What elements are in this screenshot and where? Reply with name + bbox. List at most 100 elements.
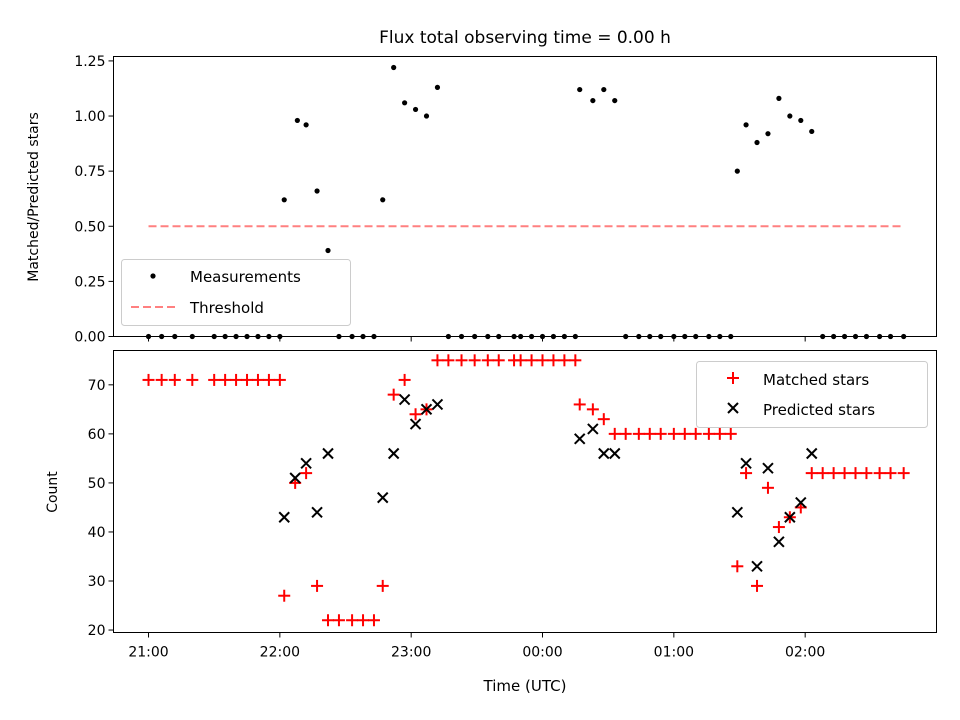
matched-star-point [713, 427, 726, 440]
matched-star-point [208, 373, 221, 386]
legend-ratio: Measurements Threshold [121, 259, 351, 326]
x-tick-label: 23:00 [391, 645, 431, 661]
predicted-star-point [784, 511, 796, 523]
matched-star-point [357, 614, 370, 627]
y-tick-label: 0.50 [74, 219, 105, 235]
predicted-star-point [806, 447, 818, 460]
matched-star-point [608, 427, 621, 440]
y-tick-label: 0.75 [74, 164, 105, 180]
predicted-star-point [322, 447, 334, 460]
measurement-point [798, 117, 804, 124]
matched-star-point [838, 467, 851, 480]
measurement-point [412, 106, 419, 113]
measurement-point [294, 117, 300, 124]
y-tick-label: 0.25 [74, 274, 105, 290]
matched-star-point [273, 373, 286, 386]
x-ticks: 21:00 22:00 23:00 00:00 01:00 02:00 [128, 632, 825, 661]
legend-threshold-label: Threshold [189, 299, 264, 317]
measurement-point [281, 197, 287, 203]
measurement-point [809, 128, 815, 135]
measurement-point [601, 86, 607, 93]
predicted-star-point [377, 491, 389, 504]
measurement-point [743, 122, 749, 128]
ratio-panel: Flux total observing time = 0.00 h Match… [26, 28, 937, 346]
matched-star-point [547, 354, 560, 367]
y-tick-label: 1.00 [74, 109, 105, 125]
predicted-star-point [762, 462, 774, 474]
matched-star-point [569, 354, 582, 367]
x-axis-label: Time (UTC) [483, 677, 567, 695]
legend-box [121, 259, 351, 326]
matched-star-point [897, 467, 910, 480]
matched-star-point [262, 373, 275, 386]
predicted-star-point [609, 447, 621, 460]
matched-star-point [619, 427, 632, 440]
y-ticks-count: 20 30 40 50 60 70 [88, 378, 114, 639]
measurement-point [434, 84, 441, 90]
matched-star-point [597, 413, 610, 426]
legend-count: Matched stars Predicted stars [696, 361, 928, 428]
matched-star-point [468, 354, 481, 367]
matched-star-point [751, 579, 764, 592]
matched-star-point [300, 467, 313, 480]
matched-star-point [761, 481, 774, 494]
matched-star-point [142, 373, 155, 386]
legend-measurements-label: Measurements [190, 268, 301, 286]
matched-star-point [431, 354, 444, 367]
legend-measurements-marker [150, 273, 156, 279]
ratio-plot-frame [113, 56, 937, 337]
matched-star-point [689, 427, 702, 440]
predicted-star-point [598, 447, 610, 460]
predicted-star-point [398, 393, 411, 406]
matched-star-point [367, 614, 380, 627]
y-tick-label: 60 [88, 427, 106, 443]
matched-star-point [332, 614, 345, 627]
measurement-point [577, 86, 583, 93]
matched-star-point [442, 354, 455, 367]
predicted-star-point [311, 506, 323, 519]
measurement-point [765, 131, 771, 137]
matched-star-point [186, 373, 199, 386]
matched-star-point [481, 354, 494, 367]
matched-star-point [455, 354, 468, 367]
predicted-star-point [431, 398, 444, 411]
matched-star-point [884, 467, 897, 480]
matched-star-point [724, 427, 737, 440]
matched-star-point [667, 427, 680, 440]
matched-star-point [573, 398, 586, 411]
matched-star-point [230, 373, 243, 386]
matched-star-point [322, 614, 335, 627]
matched-star-point [155, 373, 168, 386]
matched-star-point [849, 467, 862, 480]
matched-star-point [409, 408, 422, 421]
matched-star-point [251, 373, 264, 386]
legend-matched-marker [727, 372, 739, 384]
count-plot-frame [113, 350, 937, 633]
chart-title: Flux total observing time = 0.00 h [379, 28, 671, 48]
predicted-star-point [300, 457, 312, 470]
matched-star-point [654, 427, 667, 440]
x-tick-label: 01:00 [654, 645, 694, 661]
y-tick-label: 30 [88, 574, 106, 590]
y-tick-label: 50 [88, 476, 106, 492]
matched-star-point [643, 427, 656, 440]
x-tick-label: 02:00 [785, 645, 825, 661]
legend-predicted-label: Predicted stars [763, 401, 875, 419]
measurement-point [303, 122, 309, 128]
matched-star-point [632, 427, 645, 440]
count-panel: Count Time (UTC) 20 30 40 50 60 70 21:00 22:00… [45, 350, 937, 695]
matched-star-point [740, 467, 753, 480]
predicted-star-point [387, 447, 400, 460]
matched-star-point [827, 467, 840, 480]
matched-star-point [514, 354, 527, 367]
matched-star-point [241, 373, 254, 386]
matched-star-point [805, 467, 818, 480]
matched-star-point [536, 354, 549, 367]
y-tick-label: 1.25 [74, 54, 105, 70]
matched-star-point [376, 579, 389, 592]
legend-box [696, 361, 928, 428]
matched-star-point [816, 467, 829, 480]
matched-star-point [772, 521, 785, 534]
matched-star-point [586, 403, 599, 416]
